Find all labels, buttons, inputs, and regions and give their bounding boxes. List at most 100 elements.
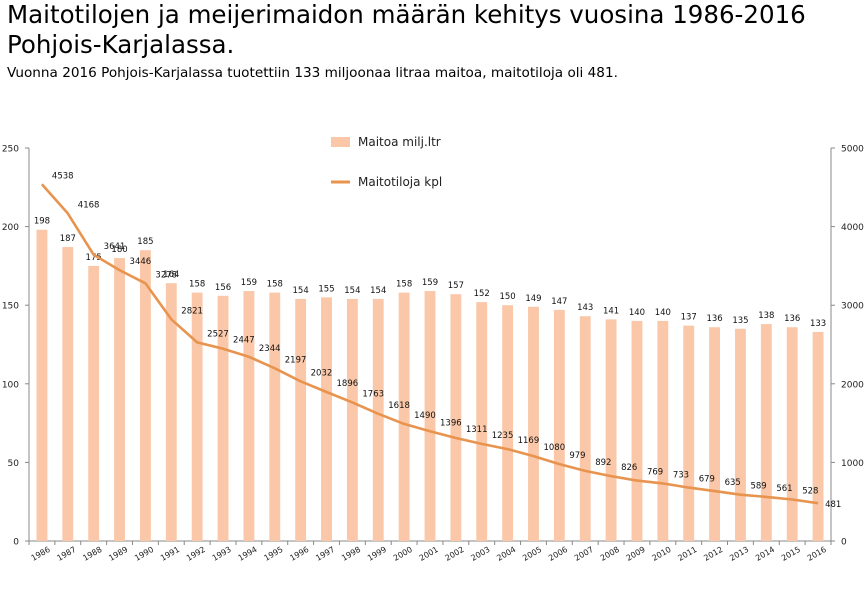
x-tick-label: 2016 xyxy=(806,545,828,563)
bar xyxy=(346,298,358,541)
line-value-label: 892 xyxy=(595,458,611,468)
bar-value-label: 150 xyxy=(499,292,515,302)
left-y-tick-label: 0 xyxy=(13,538,19,548)
bar-value-label: 198 xyxy=(34,217,50,227)
bar xyxy=(424,291,436,541)
bar-value-label: 140 xyxy=(655,308,671,318)
bar-value-label: 158 xyxy=(396,280,412,290)
x-tick-label: 2012 xyxy=(702,545,724,563)
bar xyxy=(139,250,151,541)
bar xyxy=(450,294,462,541)
x-tick-label: 1994 xyxy=(237,545,259,563)
bar-value-label: 155 xyxy=(318,284,334,294)
x-tick-label: 2006 xyxy=(547,545,569,563)
line-value-label: 1896 xyxy=(337,379,359,389)
line-value-label: 635 xyxy=(725,478,741,488)
line-value-label: 481 xyxy=(825,500,841,510)
bar xyxy=(321,297,332,541)
bar xyxy=(165,283,177,541)
bar xyxy=(786,327,798,541)
bar xyxy=(605,319,617,541)
bar-data-labels: 198 187 175 180 185 164 158 156 159 158 154 155 154 1… xyxy=(34,217,826,329)
x-tick-label: 1986 xyxy=(30,545,52,563)
bar xyxy=(191,292,203,541)
bar-value-label: 143 xyxy=(577,303,593,313)
left-y-tick-label: 150 xyxy=(2,302,19,312)
bar-value-label: 180 xyxy=(111,245,127,255)
x-tick-label: 1998 xyxy=(340,545,362,563)
right-y-tick-label: 1000 xyxy=(841,459,864,469)
x-tick-label: 2009 xyxy=(625,545,647,563)
x-tick-label: 1995 xyxy=(262,545,284,563)
legend-label-bar: Maitoa milj.ltr xyxy=(358,135,441,149)
x-tick-label: 1993 xyxy=(211,545,233,563)
bar-value-label: 135 xyxy=(732,316,748,326)
left-y-tick-label: 50 xyxy=(8,459,20,469)
bar-value-label: 141 xyxy=(603,306,619,316)
left-y-tick-label: 200 xyxy=(2,223,19,233)
bar xyxy=(372,298,384,541)
bar xyxy=(709,327,721,541)
right-y-tick-label: 0 xyxy=(841,538,847,548)
line-value-label: 2527 xyxy=(207,329,229,339)
x-tick-label: 1988 xyxy=(81,545,103,563)
bar-series xyxy=(36,229,824,541)
line-value-label: 561 xyxy=(776,484,792,494)
line-value-label: 2197 xyxy=(285,355,307,365)
bar xyxy=(735,328,746,541)
x-tick-label: 2014 xyxy=(754,545,776,563)
bar xyxy=(269,292,281,541)
right-y-tick-label: 3000 xyxy=(841,302,864,312)
bar-value-label: 140 xyxy=(629,308,645,318)
bar-value-label: 159 xyxy=(422,278,438,288)
bar-value-label: 187 xyxy=(60,234,76,244)
line-value-label: 3446 xyxy=(130,257,152,267)
line-value-label: 1763 xyxy=(362,389,384,399)
bar xyxy=(631,320,643,541)
chart-title-line-1: Maitotilojen ja meijerimaidon määrän keh… xyxy=(7,0,806,29)
right-y-tick-label: 5000 xyxy=(841,145,864,155)
bar-value-label: 154 xyxy=(293,286,309,296)
line-value-label: 1235 xyxy=(492,431,514,441)
bar-value-label: 156 xyxy=(215,283,231,293)
left-y-tick-label: 100 xyxy=(2,380,19,390)
bar-value-label: 138 xyxy=(758,311,774,321)
bar-value-label: 159 xyxy=(241,278,257,288)
bar xyxy=(657,320,669,541)
line-value-label: 1169 xyxy=(518,436,540,446)
bar-value-label: 158 xyxy=(267,280,283,290)
x-tick-label: 1996 xyxy=(288,545,310,563)
x-tick-label: 2008 xyxy=(599,545,621,563)
bar-value-label: 147 xyxy=(551,297,567,307)
bar xyxy=(812,331,824,541)
x-tick-label: 1997 xyxy=(314,545,336,563)
legend: Maitoa milj.ltr Maitotiloja kpl xyxy=(331,135,442,189)
line-value-label: 1618 xyxy=(388,401,410,411)
x-tick-label: 2011 xyxy=(676,545,698,563)
x-tick-label: 2010 xyxy=(651,545,673,563)
x-axis-tick-labels: 1986 1987 1988 1989 1990 1991 1992 1993 1994 1995… xyxy=(30,545,828,563)
line-value-label: 2821 xyxy=(181,306,203,316)
bar xyxy=(683,325,695,541)
bar xyxy=(398,292,410,541)
bar xyxy=(62,247,74,541)
legend-swatch-bar xyxy=(331,137,350,147)
line-value-label: 2344 xyxy=(259,344,281,354)
x-tick-label: 1987 xyxy=(55,545,77,563)
bar xyxy=(295,298,307,541)
bar xyxy=(553,309,565,541)
x-tick-label: 2001 xyxy=(418,545,440,563)
chart-title: Maitotilojen ja meijerimaidon määrän keh… xyxy=(7,0,857,60)
bar-value-label: 133 xyxy=(810,319,826,329)
bar xyxy=(217,295,229,541)
line-value-label: 528 xyxy=(802,486,818,496)
right-y-tick-label: 4000 xyxy=(841,223,864,233)
bar-value-label: 136 xyxy=(784,314,800,324)
line-value-label: 679 xyxy=(699,475,715,485)
bar-value-label: 149 xyxy=(525,294,541,304)
x-tick-label: 1999 xyxy=(366,545,388,563)
line-value-label: 979 xyxy=(569,451,585,461)
line-value-label: 4168 xyxy=(78,200,100,210)
